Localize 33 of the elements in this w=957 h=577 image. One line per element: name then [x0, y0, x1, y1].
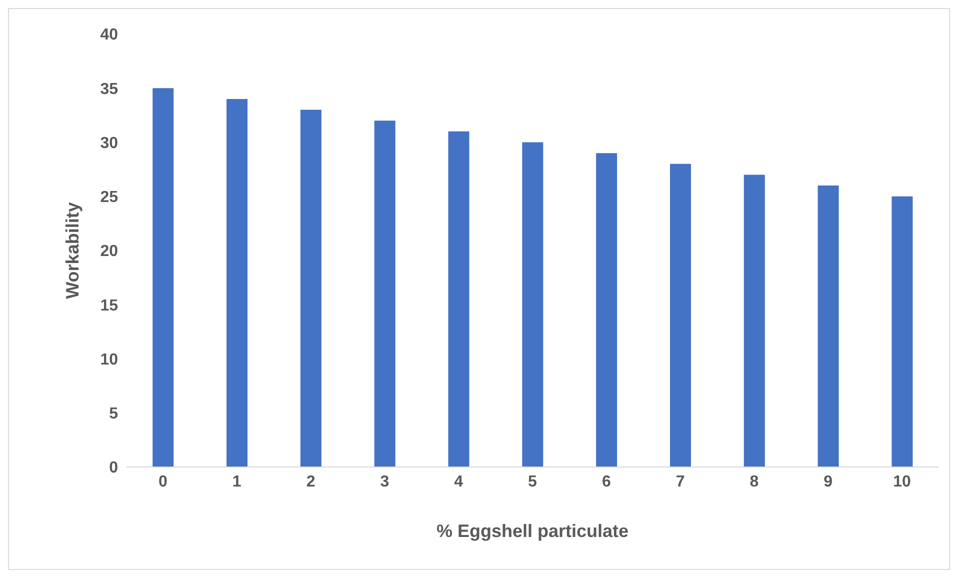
x-tick-label: 3 [380, 473, 390, 490]
y-tick-label: 20 [100, 243, 118, 260]
bar [596, 153, 618, 467]
x-tick-label: 0 [158, 473, 168, 490]
y-tick-label: 0 [109, 460, 118, 477]
bar [152, 88, 174, 467]
bar [448, 131, 470, 467]
y-tick-label: 10 [100, 351, 118, 368]
bar [892, 196, 913, 467]
x-tick-label: 2 [306, 473, 316, 490]
y-tick-label: 15 [100, 297, 118, 314]
bar [300, 110, 322, 467]
y-tick-label: 30 [100, 134, 118, 152]
bar [744, 174, 765, 467]
y-tick-label: 40 [100, 26, 118, 44]
y-tick-label: 35 [100, 80, 118, 98]
x-tick-label: 8 [750, 473, 759, 490]
x-tick-label: 6 [602, 473, 611, 490]
bar [818, 186, 839, 467]
bar [670, 164, 691, 467]
y-tick-label: 25 [100, 189, 118, 206]
x-tick-label: 5 [528, 473, 538, 490]
y-axis-title: Workability [62, 202, 82, 299]
x-tick-label: 1 [232, 473, 242, 490]
x-tick-label: 7 [676, 473, 685, 490]
y-tick-label: 5 [109, 406, 118, 423]
x-axis-title: % Eggshell particulate [436, 521, 629, 541]
bar [374, 120, 396, 467]
bar [226, 98, 248, 467]
x-tick-label: 9 [824, 473, 833, 490]
bar [522, 142, 544, 467]
x-tick-label: 4 [454, 473, 464, 490]
x-tick-label: 10 [893, 473, 912, 490]
